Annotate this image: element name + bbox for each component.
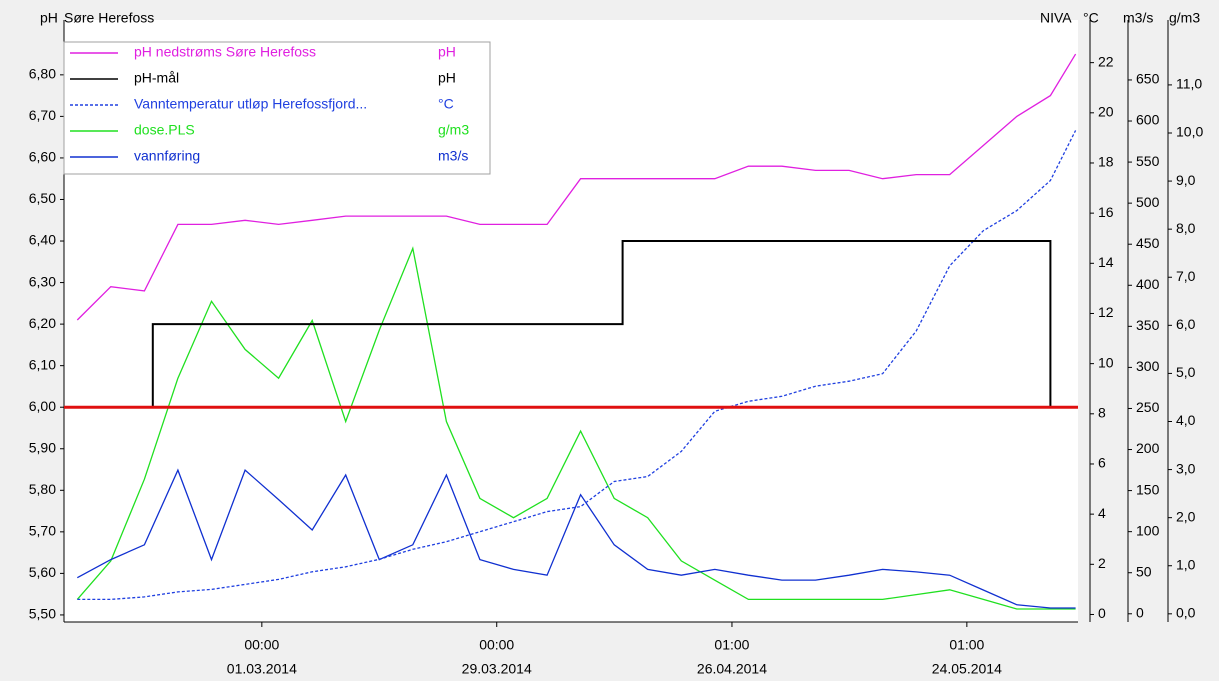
chart-title: Søre Herefoss xyxy=(64,10,154,26)
y2-tick-label: 18 xyxy=(1098,154,1114,170)
source: NIVA xyxy=(1040,10,1072,26)
legend-unit: °C xyxy=(438,96,454,112)
y-tick-label: 5,70 xyxy=(29,523,56,539)
y3-tick-label: 100 xyxy=(1136,522,1160,538)
y-tick-label: 6,20 xyxy=(29,315,56,331)
y-tick-label: 6,10 xyxy=(29,356,56,372)
y2-tick-label: 6 xyxy=(1098,455,1106,471)
y4-tick-label: 8,0 xyxy=(1176,220,1196,236)
y-tick-label: 5,60 xyxy=(29,564,56,580)
y4-tick-label: 5,0 xyxy=(1176,364,1196,380)
y-axis-label: pH xyxy=(40,10,58,26)
y4-tick-label: 6,0 xyxy=(1176,316,1196,332)
y-tick-label: 5,80 xyxy=(29,481,56,497)
y3-tick-label: 500 xyxy=(1136,194,1160,210)
legend-unit: pH xyxy=(438,70,456,86)
y3-axis-label: m3/s xyxy=(1123,10,1153,26)
y-tick-label: 5,50 xyxy=(29,606,56,622)
y3-tick-label: 150 xyxy=(1136,481,1160,497)
y4-tick-label: 11,0 xyxy=(1176,76,1202,92)
y-tick-label: 5,90 xyxy=(29,439,56,455)
y3-tick-label: 400 xyxy=(1136,276,1160,292)
legend-label: vannføring xyxy=(134,148,200,164)
y4-tick-label: 2,0 xyxy=(1176,508,1196,524)
y3-tick-label: 650 xyxy=(1136,71,1160,87)
y-tick-label: 6,00 xyxy=(29,398,56,414)
y2-tick-label: 10 xyxy=(1098,354,1114,370)
series-line xyxy=(77,130,1077,601)
y4-tick-label: 4,0 xyxy=(1176,412,1196,428)
y2-tick-label: 20 xyxy=(1098,104,1114,120)
x-tick-label: 01.03.2014 xyxy=(227,661,297,677)
y3-tick-label: 300 xyxy=(1136,358,1160,374)
legend-box xyxy=(63,41,491,175)
x-tick-label: 29.03.2014 xyxy=(462,661,532,677)
y-tick-label: 6,40 xyxy=(29,232,56,248)
y2-tick-label: 16 xyxy=(1098,204,1114,220)
y3-tick-label: 600 xyxy=(1136,112,1160,128)
legend-label: Vanntemperatur utløp Herefossfjord... xyxy=(134,96,367,112)
y4-axis-label: g/m3 xyxy=(1169,10,1200,26)
y2-tick-label: 8 xyxy=(1098,405,1106,421)
y4-tick-label: 10,0 xyxy=(1176,124,1203,140)
y2-tick-label: 22 xyxy=(1098,53,1114,69)
y2-tick-label: 4 xyxy=(1098,505,1106,521)
y2-axis-label: °C xyxy=(1083,10,1099,26)
x-tick-label: 00:00 xyxy=(479,637,514,653)
series-line xyxy=(64,240,1078,409)
legend-unit: pH xyxy=(438,44,456,60)
y3-tick-label: 0 xyxy=(1136,604,1144,620)
y-tick-label: 6,50 xyxy=(29,190,56,206)
legend-unit: m3/s xyxy=(438,148,468,164)
series-line xyxy=(76,246,1076,610)
legend-unit: g/m3 xyxy=(438,122,469,138)
x-tick-label: 01:00 xyxy=(949,637,984,653)
series-line xyxy=(76,468,1076,609)
y-tick-label: 6,60 xyxy=(29,149,56,165)
y3-tick-label: 50 xyxy=(1136,563,1152,579)
y3-tick-label: 550 xyxy=(1136,153,1160,169)
y3-tick-label: 350 xyxy=(1136,317,1160,333)
y-tick-label: 6,70 xyxy=(29,107,56,123)
y2-tick-label: 0 xyxy=(1098,605,1106,621)
legend-label: pH-mål xyxy=(134,70,179,86)
y-tick-label: 6,80 xyxy=(29,66,56,82)
series-line xyxy=(76,53,1077,321)
y4-tick-label: 7,0 xyxy=(1176,268,1196,284)
x-tick-label: 26.04.2014 xyxy=(697,661,767,677)
y2-tick-label: 12 xyxy=(1098,304,1114,320)
legend-label: pH nedstrøms Søre Herefoss xyxy=(134,44,316,60)
legend-label: dose.PLS xyxy=(134,122,195,138)
x-tick-label: 00:00 xyxy=(244,637,279,653)
legend: pH nedstrøms Søre Herefoss pH pH-mål pH Vann… xyxy=(63,41,491,175)
y3-tick-label: 200 xyxy=(1136,440,1160,456)
y3-tick-label: 250 xyxy=(1136,399,1160,415)
x-tick-label: 01:00 xyxy=(714,637,749,653)
y4-tick-label: 0,0 xyxy=(1176,605,1196,621)
y4-tick-label: 3,0 xyxy=(1176,460,1196,476)
y4-tick-label: 9,0 xyxy=(1176,172,1196,188)
y-tick-label: 6,30 xyxy=(29,273,56,289)
x-tick-label: 24.05.2014 xyxy=(932,661,1002,677)
y2-tick-label: 2 xyxy=(1098,555,1106,571)
y3-tick-label: 450 xyxy=(1136,235,1160,251)
y4-tick-label: 1,0 xyxy=(1176,556,1196,572)
y2-tick-label: 14 xyxy=(1098,254,1114,270)
